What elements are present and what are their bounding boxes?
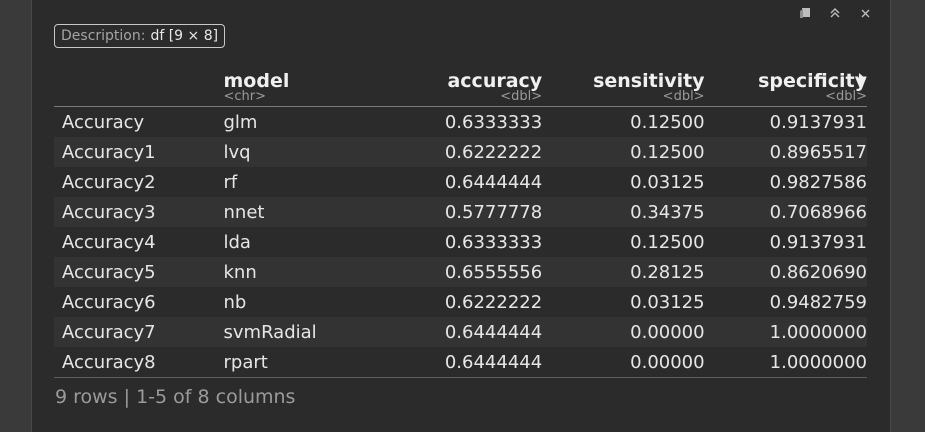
accuracy-cell: 0.5777778 bbox=[375, 197, 543, 227]
table-row: Accuracy glm 0.6333333 0.12500 0.9137931 bbox=[54, 107, 867, 138]
model-cell: svmRadial bbox=[223, 317, 376, 347]
column-header-sensitivity[interactable]: sensitivity <dbl> bbox=[542, 60, 705, 107]
table-row: Accuracy5 knn 0.6555556 0.28125 0.862069… bbox=[54, 257, 867, 287]
row-name-cell: Accuracy4 bbox=[62, 231, 156, 253]
column-type: <dbl> bbox=[500, 89, 543, 104]
description-value: df [9 × 8] bbox=[150, 28, 219, 44]
accuracy-cell: 0.6444444 bbox=[375, 317, 543, 347]
row-name-cell: Accuracy3 bbox=[54, 197, 224, 227]
column-name: model bbox=[223, 70, 290, 92]
column-header-rownames bbox=[54, 60, 224, 107]
sensitivity-cell: 0.28125 bbox=[542, 257, 705, 287]
specificity-cell: 1.0000000 bbox=[704, 317, 867, 347]
sensitivity-cell: 0.03125 bbox=[630, 171, 705, 193]
accuracy-cell: 0.6555556 bbox=[375, 257, 543, 287]
table-row: Accuracy3 nnet 0.5777778 0.34375 0.70689… bbox=[54, 197, 867, 227]
data-frame-viewer: Description: df [9 × 8] model <chr> accu… bbox=[31, 0, 891, 432]
column-name: sensitivity bbox=[593, 70, 705, 92]
close-icon[interactable] bbox=[858, 4, 872, 22]
specificity-cell: 1.0000000 bbox=[704, 347, 867, 378]
accuracy-cell: 0.6333333 bbox=[444, 111, 543, 133]
column-type: <chr> bbox=[223, 89, 267, 104]
clear-icon[interactable] bbox=[798, 4, 812, 22]
row-name-cell: Accuracy7 bbox=[54, 317, 224, 347]
model-cell: rf bbox=[223, 171, 238, 193]
table-row: Accuracy1 lvq 0.6222222 0.12500 0.896551… bbox=[54, 137, 867, 167]
row-name-cell: Accuracy6 bbox=[62, 291, 156, 313]
viewer-toolbar bbox=[798, 4, 872, 22]
model-cell: lda bbox=[223, 231, 251, 253]
sensitivity-cell: 0.00000 bbox=[542, 347, 705, 378]
sensitivity-cell: 0.12500 bbox=[542, 137, 705, 167]
column-header-specificity[interactable]: specificity <dbl> bbox=[704, 60, 867, 107]
table-row: Accuracy7 svmRadial 0.6444444 0.00000 1.… bbox=[54, 317, 867, 347]
specificity-cell: 0.8965517 bbox=[704, 137, 867, 167]
description-label: Description: bbox=[61, 28, 146, 44]
description-badge: Description: df [9 × 8] bbox=[54, 24, 226, 48]
specificity-cell: 0.7068966 bbox=[704, 197, 867, 227]
accuracy-cell: 0.6333333 bbox=[444, 231, 543, 253]
table-footer-summary: 9 rows | 1-5 of 8 columns bbox=[55, 386, 296, 408]
table-row: Accuracy4 lda 0.6333333 0.12500 0.913793… bbox=[54, 227, 867, 257]
sensitivity-cell: 0.00000 bbox=[542, 317, 705, 347]
specificity-cell: 0.9482759 bbox=[769, 291, 867, 313]
model-cell: lvq bbox=[223, 137, 376, 167]
row-name-cell: Accuracy2 bbox=[62, 171, 156, 193]
collapse-icon[interactable] bbox=[828, 4, 842, 22]
table-header-row: model <chr> accuracy <dbl> sensitivity <… bbox=[54, 60, 867, 107]
specificity-cell: 0.9137931 bbox=[769, 231, 867, 253]
specificity-cell: 0.9827586 bbox=[769, 171, 867, 193]
row-name-cell: Accuracy8 bbox=[54, 347, 224, 378]
data-table: model <chr> accuracy <dbl> sensitivity <… bbox=[54, 60, 867, 378]
accuracy-cell: 0.6222222 bbox=[375, 137, 543, 167]
column-header-accuracy[interactable]: accuracy <dbl> bbox=[375, 60, 543, 107]
model-cell: glm bbox=[223, 111, 258, 133]
row-name-cell: Accuracy5 bbox=[54, 257, 224, 287]
table-row: Accuracy8 rpart 0.6444444 0.00000 1.0000… bbox=[54, 347, 867, 378]
specificity-cell: 0.8620690 bbox=[704, 257, 867, 287]
sensitivity-cell: 0.03125 bbox=[630, 291, 705, 313]
column-type: <dbl> bbox=[662, 89, 705, 104]
column-type: <dbl> bbox=[825, 89, 867, 104]
row-name-cell: Accuracy bbox=[62, 111, 145, 133]
column-name: accuracy bbox=[447, 70, 543, 92]
sensitivity-cell: 0.12500 bbox=[630, 231, 705, 253]
table-row: Accuracy6 nb 0.6222222 0.03125 0.9482759 bbox=[54, 287, 867, 317]
model-cell: knn bbox=[223, 257, 376, 287]
sensitivity-cell: 0.34375 bbox=[542, 197, 705, 227]
column-name: specificity bbox=[758, 70, 867, 92]
specificity-cell: 0.9137931 bbox=[769, 111, 867, 133]
sensitivity-cell: 0.12500 bbox=[630, 111, 705, 133]
accuracy-cell: 0.6444444 bbox=[444, 171, 543, 193]
accuracy-cell: 0.6444444 bbox=[375, 347, 543, 378]
model-cell: nnet bbox=[223, 197, 376, 227]
next-columns-arrow-icon[interactable] bbox=[859, 73, 866, 85]
column-header-model[interactable]: model <chr> bbox=[223, 60, 376, 107]
model-cell: nb bbox=[223, 291, 247, 313]
row-name-cell: Accuracy1 bbox=[54, 137, 224, 167]
table-row: Accuracy2 rf 0.6444444 0.03125 0.9827586 bbox=[54, 167, 867, 197]
model-cell: rpart bbox=[223, 347, 376, 378]
accuracy-cell: 0.6222222 bbox=[444, 291, 543, 313]
